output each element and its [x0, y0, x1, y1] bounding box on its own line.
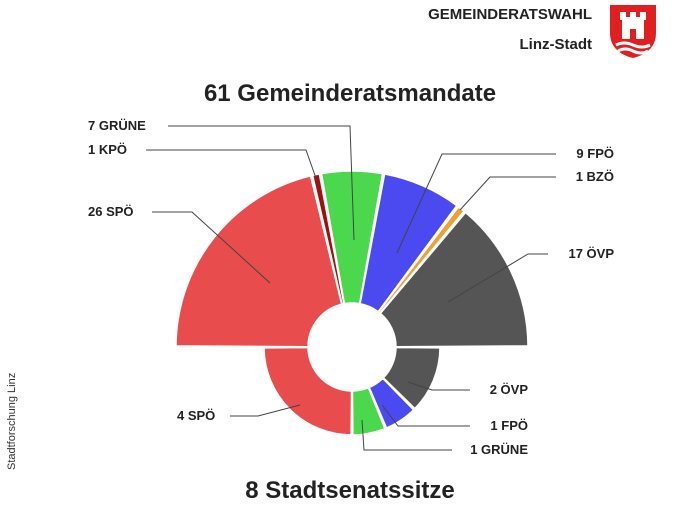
leader-stadtsenat-grüne [361, 419, 452, 451]
header-title: GEMEINDERATSWAHL [428, 6, 592, 23]
label-gemeinderat-spö: 26 SPÖ [88, 204, 134, 219]
label-stadtsenat-fpö: 1 FPÖ [490, 418, 528, 433]
chart-title-gemeinderat: 61 Gemeinderatsmandate [203, 80, 497, 107]
label-stadtsenat-spö: 4 SPÖ [177, 408, 215, 423]
slice-gemeinderat-övp [379, 211, 529, 348]
label-stadtsenat-övp: 2 ÖVP [490, 382, 529, 397]
linz-coat-of-arms-icon [610, 5, 656, 58]
slice-gemeinderat-spö [175, 175, 343, 348]
label-gemeinderat-grüne: 7 GRÜNE [88, 118, 146, 133]
leader-gemeinderat-fpö [396, 153, 556, 254]
chart-title-stadtsenat: 8 Stadtsenatssitze [245, 477, 455, 504]
label-gemeinderat-fpö: 9 FPÖ [576, 146, 614, 161]
label-stadtsenat-grüne: 1 GRÜNE [470, 442, 528, 457]
label-gemeinderat-bzö: 1 BZÖ [576, 169, 614, 184]
label-gemeinderat-kpö: 1 KPÖ [88, 142, 127, 157]
slice-stadtsenat-fpö [368, 377, 415, 429]
label-gemeinderat-övp: 17 ÖVP [568, 246, 614, 261]
slice-stadtsenat-spö [263, 346, 353, 436]
header-subtitle: Linz-Stadt [519, 36, 593, 53]
slice-gemeinderat-fpö [359, 173, 458, 313]
leader-gemeinderat-grüne [168, 125, 355, 241]
leader-stadtsenat-fpö [381, 404, 470, 427]
slice-gemeinderat-grüne [320, 170, 384, 305]
leader-gemeinderat-bzö [459, 176, 556, 211]
leader-gemeinderat-kpö [146, 149, 318, 182]
leader-stadtsenat-spö [230, 404, 301, 417]
leader-gemeinderat-övp [447, 253, 548, 303]
leader-gemeinderat-spö [152, 211, 271, 284]
slice-stadtsenat-övp [382, 346, 441, 410]
leader-stadtsenat-övp [407, 381, 470, 391]
